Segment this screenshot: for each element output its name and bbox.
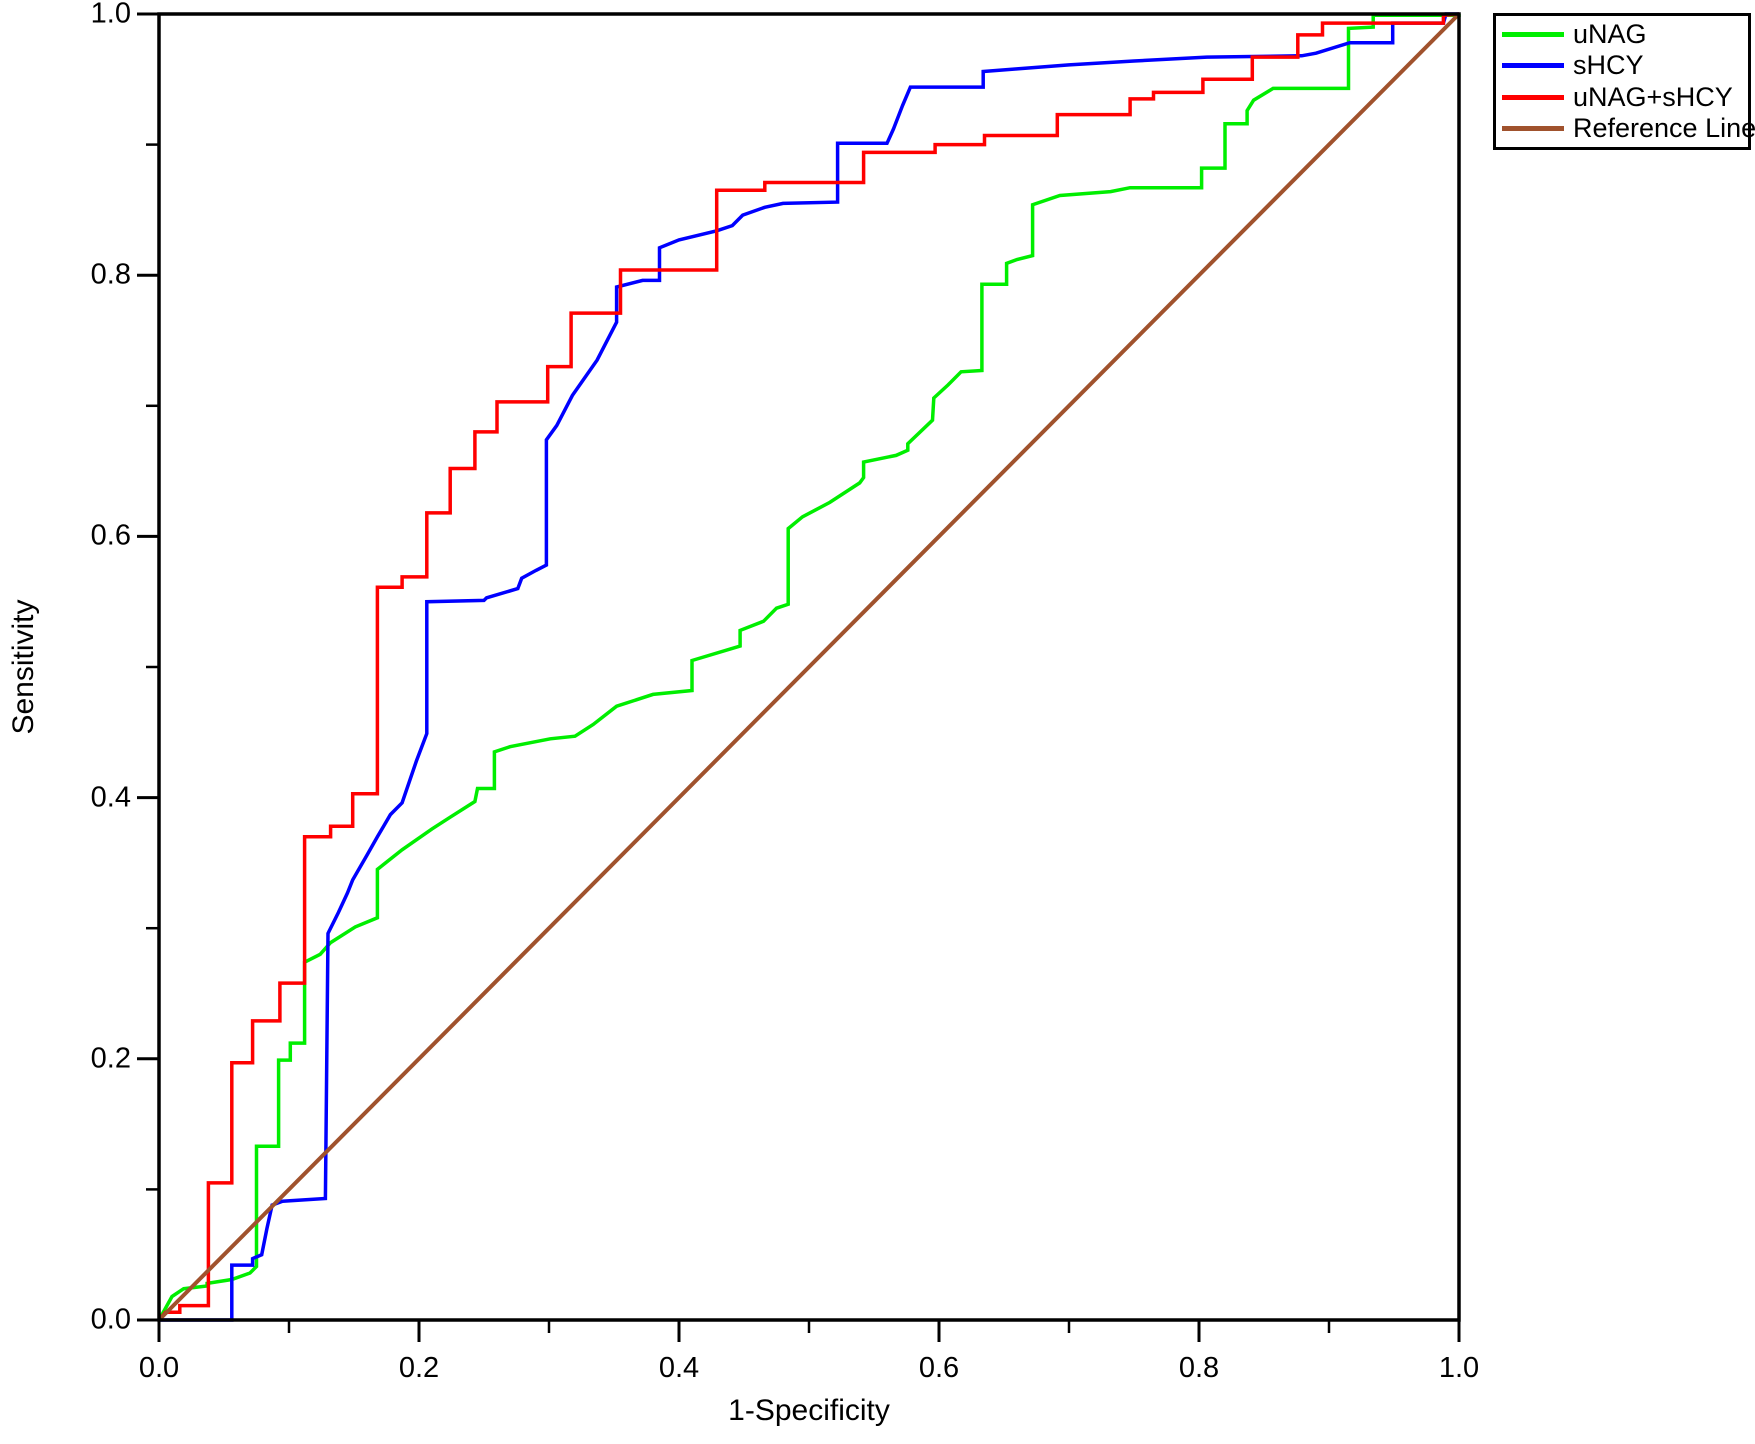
x-tick-label: 1.0 <box>1438 1352 1480 1384</box>
y-tick-label: 0.4 <box>90 781 131 814</box>
legend-line-swatch <box>1502 94 1564 100</box>
y-tick-label: 0.8 <box>90 258 131 291</box>
y-tick-label: 0.0 <box>90 1303 131 1336</box>
y-axis-title: Sensitivity <box>7 599 40 735</box>
legend-line-swatch <box>1502 32 1564 38</box>
legend-item: sHCY <box>1496 52 1748 79</box>
legend-line-swatch <box>1502 125 1564 131</box>
y-tick-label: 0.6 <box>90 519 131 552</box>
legend-item-label: sHCY <box>1573 50 1644 81</box>
legend-item: uNAG <box>1496 21 1748 48</box>
roc-curve-unag <box>157 13 1461 1321</box>
legend-item: uNAG+sHCY <box>1496 81 1748 112</box>
legend-item: Reference Line <box>1496 114 1755 142</box>
y-tick-label: 0.2 <box>90 1042 131 1075</box>
x-tick-label: 0.2 <box>398 1352 440 1384</box>
roc-curve-reference-line <box>157 12 1461 1322</box>
legend-item-label: uNAG+sHCY <box>1573 81 1733 112</box>
legend-line-swatch <box>1502 63 1564 69</box>
y-tick-label: 1.0 <box>90 0 131 30</box>
legend-item-label: uNAG <box>1573 19 1647 50</box>
legend-item-label: Reference Line <box>1573 112 1755 143</box>
x-tick-label: 0.4 <box>658 1352 700 1384</box>
x-tick-label: 0.6 <box>918 1352 960 1384</box>
x-tick-label: 0.0 <box>138 1352 180 1384</box>
roc-curve-unag-shcy <box>157 12 1460 1322</box>
x-axis-title: 1-Specificity <box>728 1394 890 1427</box>
roc-curve-shcy <box>159 12 1459 1322</box>
legend: uNAG sHCY uNAG+sHCY Reference Line <box>1493 13 1755 150</box>
x-tick-label: 0.8 <box>1178 1352 1220 1384</box>
